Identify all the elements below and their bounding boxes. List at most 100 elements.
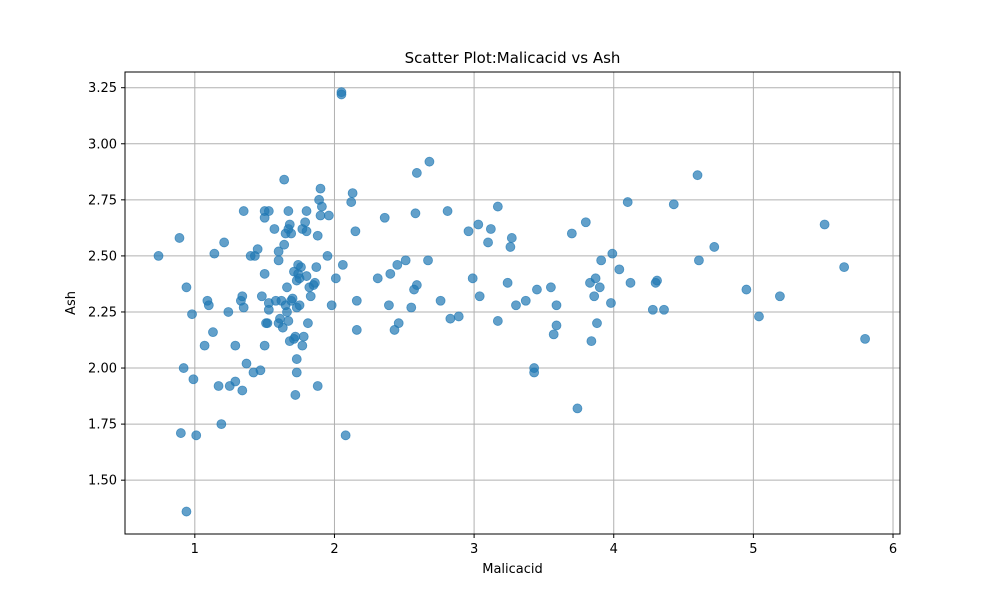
y-tick-label: 2.50 — [88, 249, 117, 264]
data-point — [647, 304, 658, 315]
data-point — [423, 255, 433, 266]
data-point — [572, 403, 583, 414]
data-point — [287, 293, 298, 304]
data-point — [350, 226, 361, 237]
plot-frame — [124, 71, 901, 535]
data-point — [282, 282, 292, 293]
data-point — [263, 206, 274, 216]
data-point — [279, 174, 290, 185]
data-point — [410, 208, 421, 219]
data-point — [860, 333, 870, 344]
data-point — [181, 506, 192, 517]
data-point — [238, 302, 249, 313]
data-point — [586, 336, 597, 347]
data-point — [529, 367, 540, 378]
data-point — [269, 224, 280, 234]
data-point — [424, 156, 435, 167]
data-point — [303, 318, 313, 329]
data-point — [284, 219, 295, 230]
data-point — [474, 291, 485, 302]
data-point — [566, 228, 577, 239]
data-point — [237, 385, 248, 396]
data-point — [209, 248, 220, 259]
data-point — [326, 300, 337, 311]
data-point — [592, 318, 602, 329]
data-point — [283, 316, 294, 326]
data-point — [709, 242, 720, 252]
data-point — [312, 381, 323, 391]
data-point — [181, 282, 192, 293]
data-point — [255, 365, 266, 376]
data-point — [754, 311, 764, 322]
data-point — [411, 168, 422, 178]
data-point — [312, 230, 323, 241]
data-point — [291, 354, 302, 364]
data-point — [322, 251, 333, 261]
data-point — [311, 262, 322, 273]
data-point — [580, 217, 591, 228]
data-point — [187, 309, 197, 320]
data-point — [262, 318, 273, 329]
y-tick-label: 3.25 — [88, 81, 117, 96]
data-point — [188, 374, 199, 385]
data-point — [279, 239, 290, 250]
data-point — [283, 206, 294, 216]
data-point — [411, 280, 422, 290]
data-point — [400, 255, 411, 266]
data-point — [467, 273, 478, 284]
data-point — [548, 329, 559, 340]
data-point — [316, 201, 327, 212]
data-point — [614, 264, 625, 275]
x-tick-label: 6 — [889, 542, 897, 557]
data-point — [216, 419, 227, 430]
data-point — [273, 246, 284, 257]
x-tick-label: 5 — [749, 542, 757, 557]
data-point — [230, 340, 241, 351]
data-point — [252, 244, 263, 255]
y-axis-label: Ash — [64, 291, 79, 315]
data-point — [315, 210, 326, 221]
data-point — [346, 197, 357, 207]
data-point — [282, 307, 292, 317]
data-point — [839, 262, 850, 273]
data-point — [294, 300, 305, 311]
data-point — [551, 320, 562, 331]
data-point — [622, 197, 633, 207]
data-point — [297, 340, 308, 351]
x-axis-label: Malicacid — [482, 562, 543, 577]
data-point — [174, 233, 185, 243]
data-point — [473, 219, 484, 230]
data-point — [511, 300, 521, 311]
data-point — [238, 206, 249, 216]
data-point — [290, 390, 301, 400]
data-point — [191, 430, 202, 441]
data-point — [546, 282, 556, 293]
data-point — [219, 237, 230, 248]
data-point — [203, 300, 214, 311]
data-point — [310, 277, 320, 288]
data-point — [208, 327, 218, 338]
data-point — [694, 255, 704, 266]
data-point — [594, 282, 605, 293]
data-point — [230, 376, 241, 387]
y-tick-label: 2.00 — [88, 362, 117, 377]
data-point — [659, 304, 669, 315]
data-point — [520, 295, 531, 306]
data-point — [532, 284, 542, 295]
data-point — [392, 259, 403, 270]
data-point — [330, 273, 341, 284]
data-point — [301, 206, 312, 216]
data-point — [336, 89, 347, 100]
data-point — [291, 367, 302, 378]
data-point — [606, 298, 616, 308]
data-point — [256, 291, 267, 302]
data-point — [625, 277, 636, 288]
x-tick-label: 2 — [330, 542, 338, 557]
data-point — [463, 226, 474, 237]
data-point — [315, 183, 326, 194]
data-point — [492, 201, 503, 212]
data-point — [153, 251, 164, 261]
data-point — [351, 325, 362, 335]
y-tick-label: 2.75 — [88, 193, 117, 208]
